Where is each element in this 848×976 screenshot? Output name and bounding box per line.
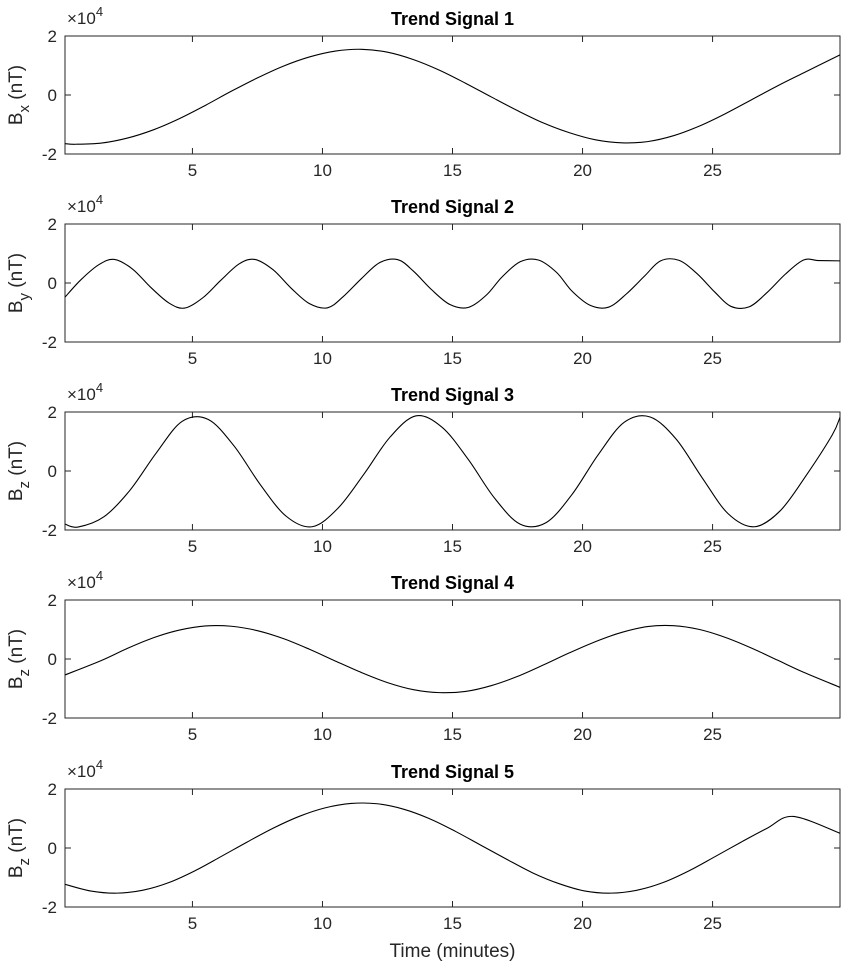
y-axis-label-subscript: x [16, 104, 33, 112]
x-tick-label: 5 [188, 537, 197, 556]
x-tick-label: 5 [188, 349, 197, 368]
y-axis-label: Bz (nT) [6, 629, 33, 689]
y-axis-label-subscript: y [16, 292, 33, 300]
x-tick-label: 25 [703, 537, 722, 556]
x-tick-label: 25 [703, 349, 722, 368]
axis-exponent-power: 4 [96, 192, 103, 207]
subplot-1: 5 10 15 20 25 -2 0 2 ×104 Trend Signal 1 Bx (nT) [6, 4, 841, 180]
y-axis-label-main: B [6, 300, 27, 313]
y-tick-label: 0 [48, 274, 57, 293]
subplot-title: Trend Signal 3 [391, 385, 514, 405]
axis-exponent-power: 4 [96, 4, 103, 19]
axes-box [64, 223, 841, 343]
axis-exponent: ×104 [67, 4, 103, 28]
axis-exponent-power: 4 [96, 757, 103, 772]
signal-line [65, 48, 840, 145]
axis-exponent-power: 4 [96, 568, 103, 583]
y-tick-label: -2 [42, 145, 57, 164]
axis-exponent: ×104 [67, 568, 103, 592]
y-axis-label-main: B [6, 112, 27, 125]
y-axis-label-subscript: z [16, 669, 33, 677]
y-axis-label-main: B [6, 865, 27, 878]
x-tick-label: 10 [313, 914, 332, 933]
signal-line [65, 624, 840, 694]
x-tick-label: 25 [703, 161, 722, 180]
axis-exponent: ×104 [67, 757, 103, 781]
axis-exponent: ×104 [67, 192, 103, 216]
y-axis-label-unit: (nT) [6, 818, 27, 858]
y-tick-label: -2 [42, 898, 57, 917]
y-tick-label: 2 [48, 215, 57, 234]
axis-exponent-base: ×10 [67, 197, 96, 216]
x-tick-label: 25 [703, 725, 722, 744]
subplot-4: 5 10 15 20 25 -2 0 2 ×104 Trend Signal 4 Bz (nT) [6, 568, 841, 744]
x-axis-label: Time (minutes) [390, 941, 516, 962]
y-tick-label: 0 [48, 650, 57, 669]
y-tick-label: 2 [48, 780, 57, 799]
x-tick-label: 20 [573, 537, 592, 556]
axes-box [64, 411, 841, 531]
x-tick-label: 25 [703, 914, 722, 933]
y-axis-label-subscript: z [16, 858, 33, 866]
axis-exponent-power: 4 [96, 380, 103, 395]
y-axis-label-unit: (nT) [6, 629, 27, 669]
axis-exponent-base: ×10 [67, 762, 96, 781]
subplot-title: Trend Signal 1 [391, 9, 514, 29]
x-tick-label: 15 [443, 537, 462, 556]
x-tick-label: 15 [443, 914, 462, 933]
subplot-2: 5 10 15 20 25 -2 0 2 ×104 Trend Signal 2 By (nT) [6, 192, 841, 368]
y-tick-label: 0 [48, 462, 57, 481]
x-tick-label: 10 [313, 161, 332, 180]
y-axis-label-unit: (nT) [6, 441, 27, 481]
y-axis-label: Bx (nT) [6, 65, 33, 125]
axis-exponent-base: ×10 [67, 385, 96, 404]
x-tick-label: 20 [573, 349, 592, 368]
y-axis-label-unit: (nT) [6, 65, 27, 105]
x-tick-label: 20 [573, 725, 592, 744]
x-tick-label: 10 [313, 349, 332, 368]
subplot-5: 5 10 15 20 25 -2 0 2 ×104 Trend Signal 5 Bz (nT) Ti… [6, 757, 841, 962]
y-axis-label: Bz (nT) [6, 441, 33, 501]
axes-box [64, 35, 841, 155]
y-tick-label: 0 [48, 839, 57, 858]
axis-exponent-base: ×10 [67, 9, 96, 28]
signal-line [65, 258, 840, 309]
x-tick-label: 10 [313, 537, 332, 556]
y-axis-label: Bz (nT) [6, 818, 33, 878]
x-tick-label: 5 [188, 914, 197, 933]
y-tick-label: -2 [42, 521, 57, 540]
x-tick-label: 10 [313, 725, 332, 744]
subplot-title: Trend Signal 2 [391, 197, 514, 217]
y-axis-label: By (nT) [6, 253, 33, 313]
y-axis-label-unit: (nT) [6, 253, 27, 293]
y-tick-label: -2 [42, 333, 57, 352]
subplot-title: Trend Signal 4 [391, 573, 514, 593]
x-tick-label: 20 [573, 914, 592, 933]
x-tick-label: 5 [188, 725, 197, 744]
y-tick-label: 0 [48, 86, 57, 105]
axes-box [64, 788, 841, 908]
y-tick-label: 2 [48, 403, 57, 422]
x-tick-label: 5 [188, 161, 197, 180]
y-tick-label: 2 [48, 591, 57, 610]
y-axis-label-subscript: z [16, 481, 33, 489]
x-tick-label: 15 [443, 725, 462, 744]
y-tick-label: -2 [42, 709, 57, 728]
y-axis-label-main: B [6, 488, 27, 501]
x-tick-label: 15 [443, 349, 462, 368]
y-tick-label: 2 [48, 27, 57, 46]
axis-exponent-base: ×10 [67, 573, 96, 592]
x-tick-label: 20 [573, 161, 592, 180]
subplot-3: 5 10 15 20 25 -2 0 2 ×104 Trend Signal 3 Bz (nT) [6, 380, 841, 556]
subplot-title: Trend Signal 5 [391, 762, 514, 782]
signal-line [65, 415, 840, 528]
axis-exponent: ×104 [67, 380, 103, 404]
x-tick-label: 15 [443, 161, 462, 180]
signal-line [65, 802, 840, 894]
y-axis-label-main: B [6, 676, 27, 689]
axes-box [64, 599, 841, 719]
